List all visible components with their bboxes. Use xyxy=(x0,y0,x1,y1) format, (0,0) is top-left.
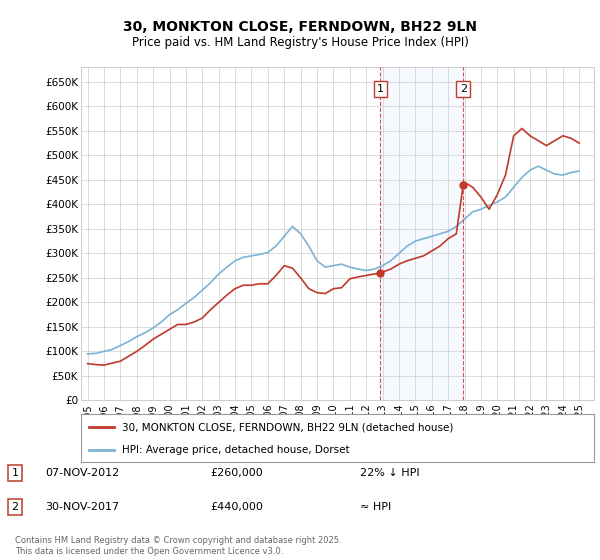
Text: 30, MONKTON CLOSE, FERNDOWN, BH22 9LN (detached house): 30, MONKTON CLOSE, FERNDOWN, BH22 9LN (d… xyxy=(122,422,454,432)
Text: £440,000: £440,000 xyxy=(210,502,263,512)
Text: 1: 1 xyxy=(11,468,19,478)
Text: 1: 1 xyxy=(377,84,384,94)
Text: 2: 2 xyxy=(11,502,19,512)
Text: 22% ↓ HPI: 22% ↓ HPI xyxy=(360,468,419,478)
Text: 07-NOV-2012: 07-NOV-2012 xyxy=(45,468,119,478)
Text: 30-NOV-2017: 30-NOV-2017 xyxy=(45,502,119,512)
Bar xyxy=(380,67,463,400)
Text: HPI: Average price, detached house, Dorset: HPI: Average price, detached house, Dors… xyxy=(122,445,350,455)
Text: Contains HM Land Registry data © Crown copyright and database right 2025.
This d: Contains HM Land Registry data © Crown c… xyxy=(15,536,341,556)
Text: 30, MONKTON CLOSE, FERNDOWN, BH22 9LN: 30, MONKTON CLOSE, FERNDOWN, BH22 9LN xyxy=(123,20,477,34)
Text: Price paid vs. HM Land Registry's House Price Index (HPI): Price paid vs. HM Land Registry's House … xyxy=(131,36,469,49)
Text: £260,000: £260,000 xyxy=(210,468,263,478)
Text: ≈ HPI: ≈ HPI xyxy=(360,502,391,512)
Text: 2: 2 xyxy=(460,84,467,94)
